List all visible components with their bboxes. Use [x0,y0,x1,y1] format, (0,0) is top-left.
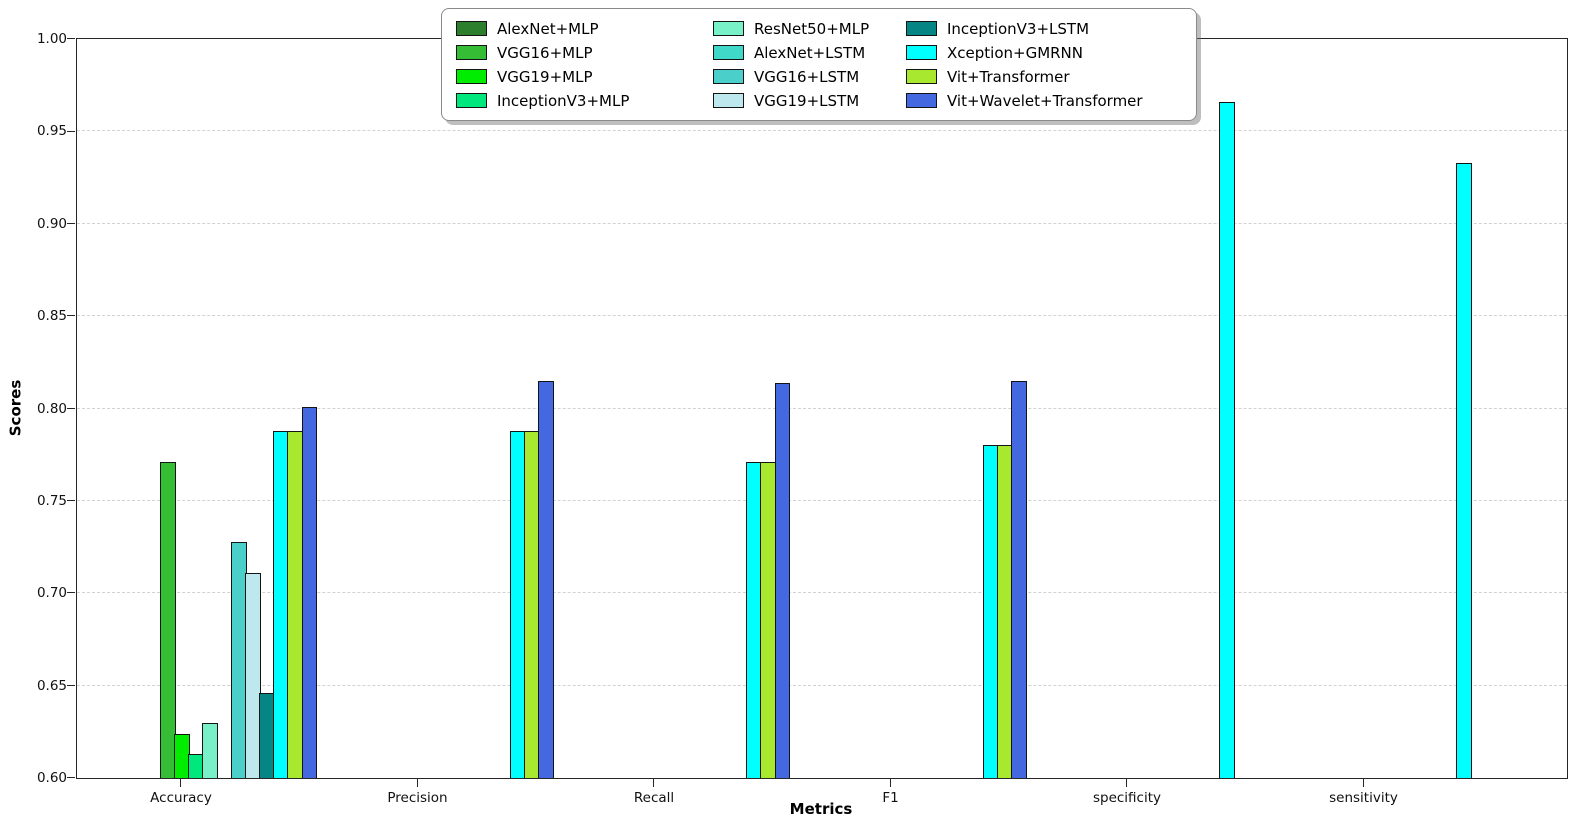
legend-swatch-icon [906,93,937,108]
x-axis-title: Metrics [789,800,853,818]
bar-vit-wavelet-transformer-f1 [1011,380,1027,778]
y-tick-label: 0.85 [36,308,67,325]
bar-vgg16-mlp-accuracy [159,462,176,778]
y-tick-mark [67,684,76,686]
legend-swatch-icon [713,69,744,84]
legend-label: InceptionV3+LSTM [947,19,1090,38]
legend-item: Vit+Transformer [906,65,1196,88]
y-tick-label: 0.90 [36,215,67,232]
y-tick-label: 0.70 [36,585,67,602]
y-tick-mark [67,130,76,132]
gridline [77,499,1567,501]
x-tick-label: specificity [1092,790,1162,806]
legend-item: ResNet50+MLP [713,17,906,40]
legend-swatch-icon [456,21,487,36]
legend-item: VGG16+LSTM [713,65,906,88]
x-tick-label: Precision [387,790,448,806]
legend-label: VGG16+LSTM [754,67,860,86]
bar-xception-gmrnn-sensitivity [1455,162,1472,778]
bar-vit-wavelet-transformer-accuracy [301,406,318,778]
x-tick-label: F1 [882,790,899,806]
gridline [77,684,1567,686]
legend-swatch-icon [906,69,937,84]
x-tick-mark [653,779,655,787]
legend-swatch-icon [906,45,937,60]
x-tick-mark [416,779,418,787]
legend-item: VGG19+LSTM [713,89,906,112]
legend-label: AlexNet+MLP [497,19,599,38]
x-tick-mark [1126,779,1128,787]
legend-swatch-icon [456,45,487,60]
legend-item: VGG19+MLP [456,65,713,88]
legend-swatch-icon [906,21,937,36]
legend-label: Vit+Transformer [947,67,1070,86]
bar-vit-wavelet-transformer-recall [774,382,791,778]
legend-swatch-icon [456,93,487,108]
legend-item: VGG16+MLP [456,41,713,64]
gridline [77,315,1567,317]
legend-item: AlexNet+LSTM [713,41,906,64]
legend-label: VGG16+MLP [497,43,593,62]
y-tick-mark [67,777,76,779]
y-tick-label: 0.75 [36,492,67,509]
legend-item: AlexNet+MLP [456,17,713,40]
legend-swatch-icon [713,93,744,108]
y-tick-mark [67,500,76,502]
y-tick-mark [67,222,76,224]
y-tick-label: 0.80 [36,400,67,417]
y-tick-mark [67,407,76,409]
bar-resnet50-mlp-accuracy [202,722,219,778]
plot-area: 0.60 0.65 0.70 0.75 0.80 0.85 0.90 0.95 1.00 Accu… [37,31,1568,806]
y-tick-mark [67,315,76,317]
bar-xception-gmrnn-specificity [1219,101,1236,778]
x-tick-mark [889,779,891,787]
y-tick-label: 0.60 [36,770,67,786]
legend-label: Xception+GMRNN [947,43,1084,62]
x-tick-mark [1362,779,1364,787]
legend-label: Vit+Wavelet+Transformer [947,91,1143,110]
bar-vgg19-lstm-accuracy [244,572,261,778]
y-tick-label: 1.00 [36,31,67,47]
legend-item: InceptionV3+LSTM [906,17,1196,40]
legend-swatch-icon [456,69,487,84]
gridline [77,130,1567,132]
legend-label: VGG19+MLP [497,67,593,86]
x-tick-label: Recall [633,790,675,806]
legend-item: Vit+Wavelet+Transformer [906,89,1196,112]
x-tick-label: Accuracy [150,790,212,806]
y-tick-label: 0.95 [36,123,67,140]
legend-label: AlexNet+LSTM [754,43,866,62]
x-tick-label: sensitivity [1329,790,1398,806]
legend: AlexNet+MLP VGG16+MLP VGG19+MLP InceptionV3… [441,8,1197,121]
legend-item: Xception+GMRNN [906,41,1196,64]
y-tick-mark [67,38,76,40]
legend-label: InceptionV3+MLP [497,91,630,110]
gridline [77,407,1567,409]
legend-label: ResNet50+MLP [754,19,870,38]
legend-item: InceptionV3+MLP [456,89,713,112]
gridline [77,592,1567,594]
bar-vit-wavelet-transformer-precision [538,380,554,778]
gridline [77,222,1567,224]
legend-label: VGG19+LSTM [754,91,860,110]
x-tick-mark [180,779,182,787]
legend-swatch-icon [713,21,744,36]
legend-swatch-icon [713,45,744,60]
y-tick-mark [67,592,76,594]
y-tick-label: 0.65 [36,677,67,694]
